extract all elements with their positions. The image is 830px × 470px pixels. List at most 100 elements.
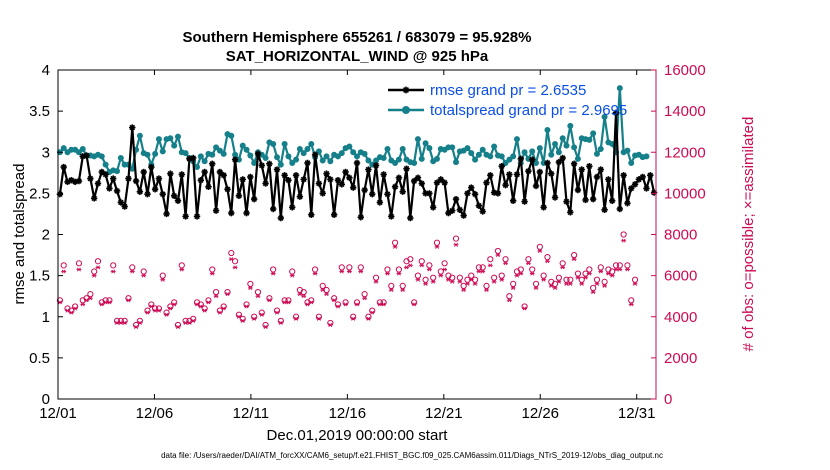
rmse-point — [498, 163, 505, 170]
rmse-point — [167, 170, 174, 177]
totalspread-point — [239, 142, 246, 149]
rmse-point-stroke — [251, 196, 257, 202]
obs-possible-point — [441, 260, 448, 267]
totalspread-point — [624, 147, 631, 154]
y-tick-label: 0 — [42, 391, 50, 408]
legend-rmse-label: rmse grand pr = 2.6535 — [430, 82, 586, 99]
obs-possible-point — [232, 258, 239, 265]
plot-area — [58, 70, 656, 399]
rmse-point-stroke — [213, 207, 219, 214]
obs-assimilated-point — [529, 271, 535, 276]
rmse-point-stroke — [285, 177, 292, 184]
obs-possible-point — [620, 231, 627, 238]
rmse-point-stroke — [247, 174, 254, 180]
rmse-point — [620, 172, 627, 179]
obs-assimilated-point — [339, 269, 345, 274]
obs-assimilated-point — [602, 283, 607, 288]
obs-assimilated-stroke — [168, 306, 173, 311]
rmse-point-stroke — [639, 174, 646, 180]
obs-possible-point — [437, 268, 444, 275]
obs-assimilated-stroke — [244, 304, 249, 309]
rmse-point-stroke — [537, 169, 543, 175]
rmse-point-stroke — [156, 175, 162, 182]
obs-possible-point — [209, 266, 216, 273]
obs-possible-point — [494, 247, 502, 255]
totalspread-point — [60, 145, 67, 152]
rmse-point — [628, 185, 635, 192]
obs-assimilated-stroke — [278, 320, 283, 325]
rmse-point-stroke — [308, 211, 315, 218]
rmse-point — [220, 172, 227, 179]
obs-assimilated-stroke — [137, 320, 142, 325]
obs-assimilated-stroke — [530, 271, 535, 276]
obs-assimilated-point — [286, 300, 291, 305]
rmse-point-stroke — [418, 180, 425, 187]
rmse-point — [349, 184, 357, 191]
obs-assimilated-stroke — [575, 275, 580, 280]
obs-assimilated-stroke — [511, 285, 516, 290]
y-right-tick-label: 16000 — [664, 62, 706, 79]
rmse-point-stroke — [361, 187, 368, 193]
rmse-point — [441, 179, 448, 186]
obs-assimilated-stroke — [476, 269, 481, 274]
obs-possible-point — [628, 297, 635, 304]
rmse-point-stroke — [266, 160, 273, 167]
obs-assimilated-point — [583, 275, 588, 280]
rmse-point — [353, 159, 361, 167]
obs-assimilated-stroke — [633, 281, 638, 286]
obs-assimilated-stroke — [320, 288, 325, 293]
obs-assimilated-point — [316, 316, 322, 321]
obs-assimilated-stroke — [522, 306, 527, 311]
rmse-point-stroke — [617, 206, 623, 212]
obs-assimilated-stroke — [431, 279, 436, 284]
obs-assimilated-stroke — [484, 288, 489, 293]
rmse-point — [270, 205, 277, 213]
obs-possible-point — [529, 266, 536, 273]
obs-assimilated-stroke — [252, 316, 257, 321]
rmse-point — [323, 170, 330, 177]
obs-possible-point — [228, 249, 235, 257]
obs-possible-point — [563, 276, 570, 283]
y-right-tick-label: 12000 — [664, 144, 706, 161]
totalspread-point — [117, 155, 124, 162]
obs-assimilated-point — [594, 281, 600, 286]
obs-possible-point — [601, 278, 608, 285]
rmse-point-stroke — [98, 169, 105, 175]
obs-assimilated-point — [335, 304, 341, 309]
obs-assimilated-point — [396, 271, 402, 276]
obs-possible-point — [590, 284, 597, 292]
rmse-point — [612, 109, 620, 116]
totalspread-point — [274, 154, 281, 161]
obs-assimilated-stroke — [236, 314, 241, 319]
obs-assimilated-stroke — [255, 294, 260, 299]
rmse-point-stroke — [495, 190, 501, 197]
rmse-point-stroke — [517, 156, 524, 162]
obs-assimilated-point — [442, 267, 448, 272]
totalspread-point — [159, 148, 166, 155]
obs-assimilated-point — [388, 288, 394, 293]
rmse-point — [372, 162, 380, 169]
obs-assimilated-stroke — [313, 271, 318, 276]
totalspread-point — [174, 133, 181, 140]
obs-assimilated-stroke — [61, 269, 66, 274]
obs-possible-point — [578, 276, 585, 283]
rmse-point-stroke — [289, 204, 296, 211]
obs-assimilated-stroke — [488, 263, 493, 268]
obs-assimilated-stroke — [267, 298, 272, 303]
legend-rmse-marker — [402, 86, 410, 94]
rmse-point — [475, 202, 483, 209]
obs-assimilated-stroke — [286, 300, 291, 305]
rmse-point — [460, 212, 467, 219]
rmse-point-stroke — [159, 191, 166, 198]
obs-possible-point — [289, 268, 296, 275]
rmse-point — [209, 160, 216, 167]
rmse-point — [205, 183, 212, 190]
obs-assimilated-point — [198, 304, 204, 309]
obs-possible-point — [338, 264, 345, 271]
totalspread-point — [399, 145, 406, 152]
obs-assimilated-point — [605, 271, 611, 276]
totalspread-point — [464, 145, 471, 152]
obs-assimilated-point — [247, 285, 253, 290]
obs-possible-point — [361, 291, 368, 298]
rmse-point — [121, 203, 128, 210]
